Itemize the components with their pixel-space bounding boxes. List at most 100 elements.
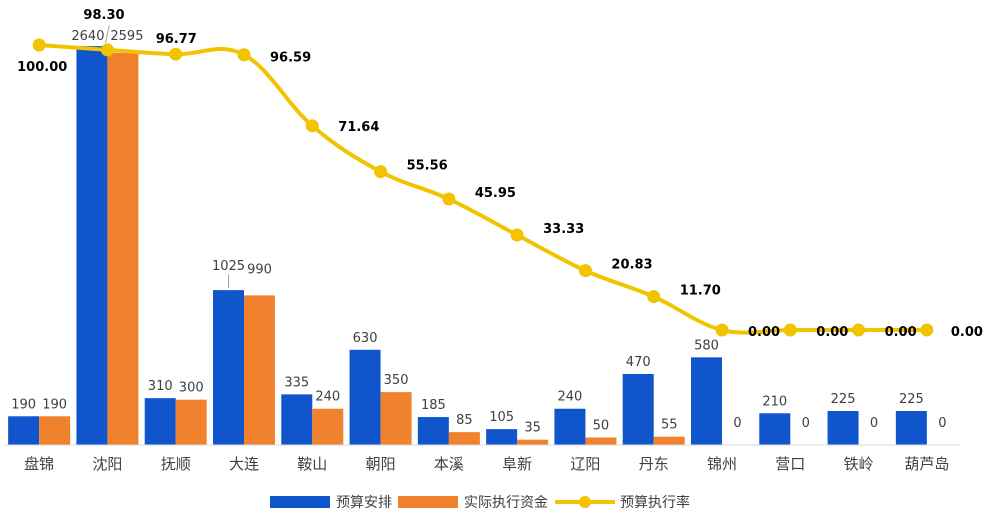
bar-label-actual-2: 300 <box>179 381 204 396</box>
rate-label-12: 0.00 <box>885 325 917 340</box>
x-tick-10: 锦州 <box>707 455 737 473</box>
bar-budget-0 <box>8 416 40 445</box>
rate-marker-10 <box>715 323 729 337</box>
bar-label-budget-0: 190 <box>11 397 36 412</box>
rate-label-10: 0.00 <box>748 325 780 340</box>
x-tick-13: 葫芦岛 <box>904 455 949 473</box>
bar-budget-1 <box>76 46 108 446</box>
bar-actual-9 <box>653 436 685 445</box>
x-tick-0: 盘锦 <box>24 455 54 473</box>
bar-budget-9 <box>622 373 654 445</box>
bar-actual-6 <box>448 432 480 445</box>
x-tick-1: 沈阳 <box>92 455 122 473</box>
bar-label-actual-3: 990 <box>247 262 272 277</box>
x-tick-8: 辽阳 <box>570 455 600 473</box>
bar-actual-1 <box>107 52 139 445</box>
series-budget-bars <box>8 46 927 446</box>
bar-label-budget-7: 105 <box>489 410 514 425</box>
bar-label-budget-1: 2640 <box>71 29 104 44</box>
bar-label-budget-8: 240 <box>558 390 583 405</box>
bar-budget-13 <box>895 411 927 445</box>
bar-budget-2 <box>144 398 176 445</box>
bar-actual-4 <box>312 408 344 445</box>
bar-label-actual-1: 2595 <box>110 29 143 44</box>
legend-label-rate: 预算执行率 <box>620 494 690 511</box>
rate-label-11: 0.00 <box>816 325 848 340</box>
x-tick-5: 朝阳 <box>366 455 396 473</box>
bar-budget-11 <box>759 413 791 445</box>
bar-budget-8 <box>554 408 586 445</box>
x-tick-3: 大连 <box>229 455 259 473</box>
bar-label-actual-10: 0 <box>733 416 741 431</box>
rate-line-path <box>39 43 927 335</box>
bar-label-actual-9: 55 <box>661 418 678 433</box>
rate-label-4: 71.64 <box>338 120 379 135</box>
bar-budget-3 <box>213 290 244 445</box>
rate-label-6: 45.95 <box>475 186 516 201</box>
rate-marker-12 <box>852 323 866 337</box>
rate-value-labels: 100.00 98.30 96.77 96.59 71.64 55.56 45.95 33.3… <box>17 8 983 340</box>
bar-label-budget-6: 185 <box>421 398 446 413</box>
bar-label-actual-7: 35 <box>524 421 541 436</box>
legend-swatch-budget <box>270 496 330 508</box>
rate-label-9: 11.70 <box>680 284 721 299</box>
bar-label-budget-2: 310 <box>148 379 173 394</box>
legend-swatch-rate-marker <box>579 496 591 508</box>
rate-label-8: 20.83 <box>611 258 652 273</box>
bar-label-actual-8: 50 <box>593 418 610 433</box>
rate-label-2: 96.77 <box>156 32 197 47</box>
bar-budget-10 <box>691 357 722 445</box>
bar-label-budget-4: 335 <box>284 375 309 390</box>
bar-budget-6 <box>417 417 449 445</box>
rate-marker-5 <box>374 165 388 179</box>
rate-marker-9 <box>647 290 661 304</box>
x-tick-11: 营口 <box>775 455 805 473</box>
legend: 预算安排 实际执行资金 预算执行率 <box>270 494 690 511</box>
bar-budget-5 <box>349 349 381 445</box>
leader-line-rate-1 <box>104 24 110 43</box>
bar-budget-12 <box>827 411 859 445</box>
rate-marker-7 <box>510 228 524 242</box>
legend-swatch-actual <box>398 496 458 508</box>
label-leader-lines <box>104 24 229 289</box>
rate-label-3: 96.59 <box>270 51 311 66</box>
x-tick-12: 铁岭 <box>844 455 874 473</box>
rate-marker-1 <box>100 43 114 57</box>
bar-label-budget-10: 580 <box>694 338 719 353</box>
rate-marker-2 <box>169 47 183 61</box>
bar-label-actual-12: 0 <box>870 416 878 431</box>
legend-label-actual: 实际执行资金 <box>464 495 548 511</box>
series-rate-line <box>32 38 934 337</box>
bar-label-actual-4: 240 <box>315 390 340 405</box>
rate-label-0: 100.00 <box>17 60 67 75</box>
rate-label-13: 0.00 <box>951 325 983 340</box>
rate-marker-4 <box>305 119 319 133</box>
bar-label-budget-12: 225 <box>831 392 856 407</box>
bar-actual-2 <box>175 399 207 445</box>
bar-label-budget-13: 225 <box>899 392 924 407</box>
rate-label-1: 98.30 <box>83 8 124 23</box>
x-tick-9: 丹东 <box>639 455 669 473</box>
bar-actual-8 <box>585 437 617 445</box>
bar-label-budget-3: 1025 <box>212 259 245 274</box>
bar-label-budget-11: 210 <box>762 394 787 409</box>
bar-label-actual-11: 0 <box>802 416 810 431</box>
x-tick-2: 抚顺 <box>161 455 191 473</box>
rate-marker-11 <box>783 323 797 337</box>
bar-label-budget-5: 630 <box>353 331 378 346</box>
rate-marker-8 <box>578 264 592 278</box>
bar-actual-7 <box>517 439 549 445</box>
bar-actual-3 <box>244 295 275 445</box>
bar-label-actual-5: 350 <box>384 373 409 388</box>
x-tick-labels: 盘锦 沈阳 抚顺 大连 鞍山 朝阳 本溪 阜新 辽阳 丹东 锦州 营口 铁岭 葫芦岛 <box>24 455 949 473</box>
rate-marker-3 <box>237 48 251 62</box>
x-tick-6: 本溪 <box>434 455 464 473</box>
bar-label-actual-6: 85 <box>456 413 473 428</box>
bar-label-actual-0: 190 <box>42 397 67 412</box>
series-actual-bars <box>39 52 685 445</box>
rate-marker-13 <box>920 323 934 337</box>
rate-marker-6 <box>442 192 456 206</box>
x-tick-7: 阜新 <box>502 455 532 473</box>
rate-label-7: 33.33 <box>543 222 584 237</box>
